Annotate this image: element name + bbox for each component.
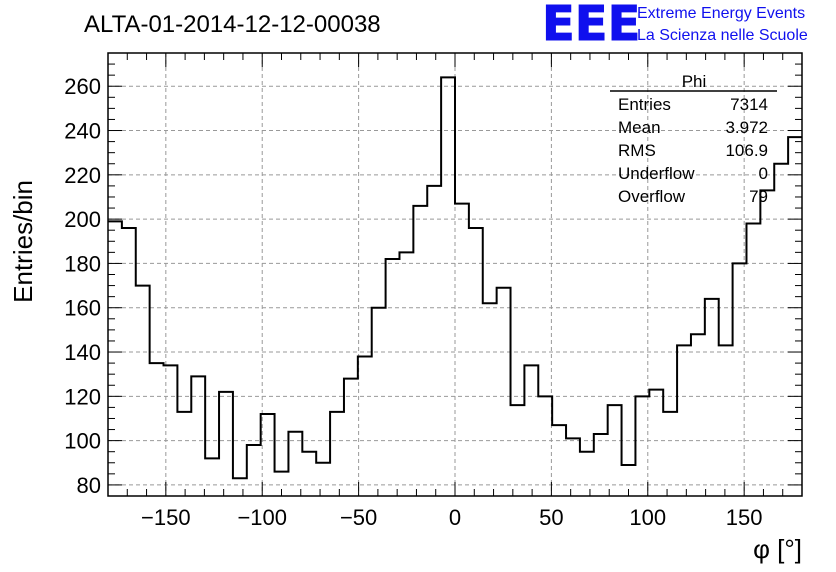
y-tick-label: 160 bbox=[64, 296, 101, 321]
stats-value: 106.9 bbox=[725, 141, 768, 160]
x-axis-label: φ [°] bbox=[753, 534, 802, 564]
x-tick-label: 100 bbox=[629, 505, 666, 530]
stats-label: Underflow bbox=[618, 164, 695, 183]
stats-label: RMS bbox=[618, 141, 656, 160]
x-tick-label: −50 bbox=[340, 505, 377, 530]
x-tick-label: 0 bbox=[449, 505, 461, 530]
y-tick-label: 220 bbox=[64, 163, 101, 188]
tick-labels: −150 −100 −50 0 50 100 150 80 100 120 140 160 180 200… bbox=[64, 74, 762, 530]
stats-value: 0 bbox=[759, 164, 768, 183]
histogram-line bbox=[108, 76, 802, 480]
logo-line2: La Scienza nelle Scuole bbox=[637, 27, 808, 44]
y-tick-label: 200 bbox=[64, 207, 101, 232]
y-tick-label: 240 bbox=[64, 119, 101, 144]
stats-value: 3.972 bbox=[725, 118, 768, 137]
stats-label: Mean bbox=[618, 118, 661, 137]
chart-title: ALTA-01-2014-12-12-00038 bbox=[84, 11, 381, 38]
x-tick-label: −150 bbox=[141, 505, 191, 530]
logo-mark: EEE bbox=[542, 0, 640, 52]
stats-label: Entries bbox=[618, 95, 671, 114]
logo-line1: Extreme Energy Events bbox=[637, 5, 805, 22]
x-tick-label: 150 bbox=[726, 505, 763, 530]
x-tick-label: 50 bbox=[539, 505, 563, 530]
y-tick-label: 260 bbox=[64, 74, 101, 99]
y-tick-label: 80 bbox=[77, 473, 101, 498]
eee-logo: EEE Extreme Energy Events La Scienza nel… bbox=[542, 0, 808, 53]
plot-frame bbox=[107, 52, 803, 497]
stats-title: Phi bbox=[682, 72, 707, 91]
y-tick-label: 100 bbox=[64, 429, 101, 454]
y-tick-label: 140 bbox=[64, 340, 101, 365]
x-tick-label: −100 bbox=[237, 505, 287, 530]
stats-value: 7314 bbox=[730, 95, 768, 114]
y-axis-label: Entries/bin bbox=[8, 180, 38, 303]
stats-label: Overflow bbox=[618, 187, 686, 206]
axis-ticks bbox=[107, 52, 803, 497]
stats-value: 79 bbox=[749, 187, 768, 206]
y-tick-label: 120 bbox=[64, 384, 101, 409]
y-tick-label: 180 bbox=[64, 251, 101, 276]
stats-box: Phi Entries 7314 Mean 3.972 RMS 106.9 Un… bbox=[610, 72, 777, 206]
